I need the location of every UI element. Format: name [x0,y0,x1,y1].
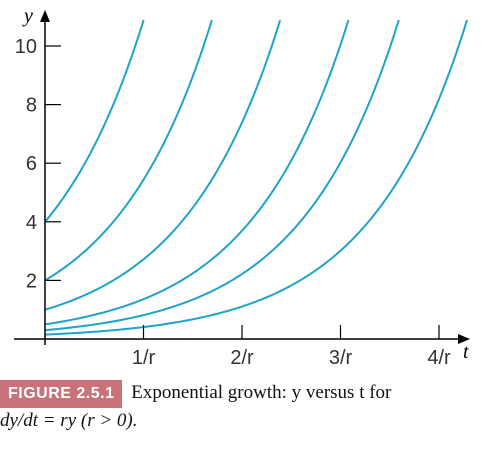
y-tick-label: 2 [26,270,37,292]
series-curve-2 [44,19,213,282]
series-curve-3 [44,19,282,311]
series-curve-4 [44,19,350,326]
caption-line-1: Exponential growth: y versus t for [131,382,392,403]
caption-line-2: dy/dt = ry (r > 0). [0,410,138,431]
curves-layer [44,19,469,336]
y-axis-arrow [40,10,50,22]
series-curve-1 [44,19,145,223]
chart: y t 1/r 2/r 3/r 4/r 2 4 6 8 10 [14,5,470,369]
series-curve-6 [44,19,469,336]
y-tick-label: 8 [26,95,37,117]
figure-label: FIGURE 2.5.1 [0,380,123,408]
x-ticks: 1/r 2/r 3/r 4/r [132,325,451,369]
y-tick-label: 4 [26,212,37,234]
x-tick-label: 2/r [230,347,254,369]
x-axis-arrow [458,334,470,344]
y-ticks: 2 4 6 8 10 [15,36,61,292]
y-tick-label: 10 [15,36,37,58]
y-tick-label: 6 [26,153,37,175]
x-tick-label: 4/r [427,347,451,369]
y-axis-label: y [22,5,33,27]
x-axis-label: t [463,341,469,363]
figure-caption: FIGURE 2.5.1 Exponential growth: y versu… [0,380,480,434]
x-tick-label: 1/r [132,347,156,369]
x-tick-label: 3/r [329,347,353,369]
axes-layer: y t [14,5,470,363]
series-curve-5 [44,19,400,332]
